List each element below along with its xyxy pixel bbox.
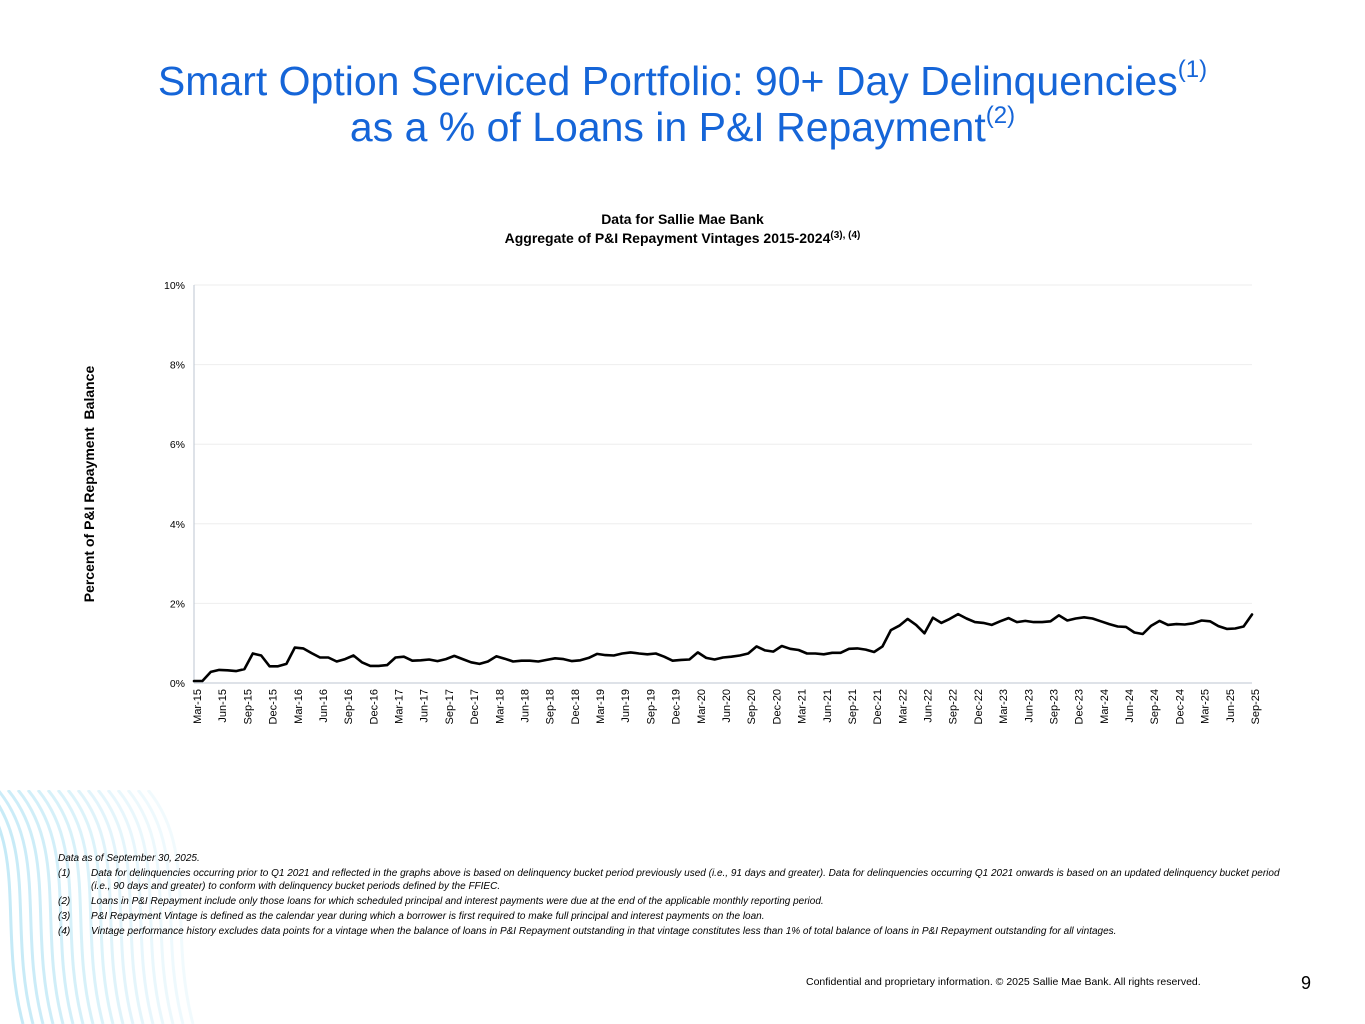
wave-stroke (136, 790, 185, 1024)
x-tick-label: Mar-23 (998, 689, 1010, 724)
footnote-mark: (3) (58, 911, 71, 922)
x-tick-label: Jun-15 (217, 689, 229, 723)
x-tick-label: Mar-17 (394, 689, 406, 724)
x-tick-label: Sep-16 (343, 689, 355, 724)
x-tick-label: Sep-17 (444, 689, 456, 724)
wave-stroke (46, 790, 95, 1024)
wave-pattern-decoration (0, 790, 195, 1024)
wave-stroke (36, 790, 85, 1024)
x-tick-label: Dec-21 (872, 689, 884, 724)
x-tick-label: Jun-16 (318, 689, 330, 723)
wave-stroke (146, 790, 195, 1024)
chart-title-line-1: Data for Sallie Mae Bank (601, 211, 764, 227)
x-tick-label: Jun-23 (1023, 689, 1035, 723)
confidential-notice: Confidential and proprietary information… (806, 976, 1201, 988)
x-tick-label: Sep-19 (645, 689, 657, 724)
x-tick-label: Dec-19 (671, 689, 683, 724)
x-tick-label: Mar-25 (1200, 689, 1212, 724)
footnote-text: P&I Repayment Vintage is defined as the … (91, 911, 765, 922)
wave-stroke (106, 790, 155, 1024)
x-tick-label: Jun-24 (1124, 689, 1136, 723)
wave-stroke (76, 790, 125, 1024)
x-tick-label: Dec-17 (469, 689, 481, 724)
title-footnote-1: (1) (1177, 56, 1208, 83)
chart-title: Data for Sallie Mae Bank Aggregate of P&… (0, 210, 1365, 248)
x-tick-label: Jun-20 (721, 689, 733, 723)
footnote-data-date: Data as of September 30, 2025. (58, 852, 1283, 865)
x-tick-label: Jun-21 (822, 689, 834, 723)
x-tick-label: Jun-22 (923, 689, 935, 723)
x-tick-label: Dec-18 (570, 689, 582, 724)
x-tick-label: Sep-15 (242, 689, 254, 724)
wave-stroke (26, 790, 75, 1024)
y-tick-label: 10% (164, 280, 185, 292)
delinquency-line-chart: 0% 2% 4% 6% 8% 10% Mar-15 Jun-15 Sep-15 Dec-15 Mar… (164, 280, 1262, 724)
x-tick-label: Jun-19 (620, 689, 632, 723)
x-tick-label: Sep-23 (1049, 689, 1061, 724)
x-tick-label: Jun-25 (1225, 689, 1237, 723)
footnote-4: (4) Vintage performance history excludes … (58, 925, 1283, 938)
x-tick-label: Dec-23 (1074, 689, 1086, 724)
x-tick-label: Dec-16 (368, 689, 380, 724)
wave-stroke (0, 825, 25, 1024)
page-title: Smart Option Serviced Portfolio: 90+ Day… (0, 56, 1365, 151)
x-tick-label: Dec-20 (771, 689, 783, 724)
x-tick-label: Mar-15 (192, 689, 204, 724)
x-tick-label: Sep-22 (948, 689, 960, 724)
x-tick-label: Sep-25 (1250, 689, 1262, 724)
footnote-mark: (2) (58, 896, 71, 907)
wave-stroke (0, 790, 45, 1024)
footnote-1: (1) Data for delinquencies occurring prio… (58, 867, 1283, 893)
footnote-text: Data for delinquencies occurring prior t… (91, 868, 1280, 892)
y-tick-label: 8% (170, 360, 185, 372)
y-tick-label: 6% (170, 439, 185, 451)
series-line (192, 612, 1254, 683)
title-line-2: as a % of Loans in P&I Repayment (349, 104, 986, 150)
footnote-text: Data as of September 30, 2025. (58, 853, 200, 864)
y-tick-label: 2% (170, 598, 185, 610)
footnote-3: (3) P&I Repayment Vintage is defined as t… (58, 910, 1283, 923)
footnote-text: Loans in P&I Repayment include only thos… (91, 896, 824, 907)
x-tick-label: Dec-22 (973, 689, 985, 724)
x-tick-label: Mar-16 (293, 689, 305, 724)
y-tick-label: 0% (170, 678, 185, 690)
title-footnote-2: (2) (985, 102, 1016, 129)
wave-stroke (86, 790, 135, 1024)
wave-stroke (116, 790, 165, 1024)
x-tick-label: Sep-20 (746, 689, 758, 724)
wave-stroke (0, 804, 35, 1024)
footnote-mark: (4) (58, 926, 71, 937)
wave-stroke (56, 790, 105, 1024)
wave-stroke (126, 790, 175, 1024)
x-tick-label: Mar-22 (897, 689, 909, 724)
x-tick-label: Jun-17 (419, 689, 431, 723)
footnote-mark: (1) (58, 868, 71, 879)
x-tick-label: Mar-21 (797, 689, 809, 724)
x-tick-label: Mar-19 (595, 689, 607, 724)
chart-title-footnote: (3), (4) (830, 230, 861, 241)
x-tick-label: Sep-21 (847, 689, 859, 724)
wave-stroke (16, 790, 65, 1024)
x-tick-label: Dec-15 (268, 689, 280, 724)
wave-stroke (6, 790, 55, 1024)
footnotes: Data as of September 30, 2025. (1) Data f… (58, 852, 1283, 940)
x-tick-label: Mar-24 (1099, 689, 1111, 724)
x-tick-label: Mar-18 (494, 689, 506, 724)
footnote-2: (2) Loans in P&I Repayment include only t… (58, 895, 1283, 908)
x-tick-label: Dec-24 (1174, 689, 1186, 724)
page-number: 9 (1301, 973, 1312, 993)
x-tick-label: Jun-18 (520, 689, 532, 723)
wave-stroke (96, 790, 145, 1024)
chart-title-line-2: Aggregate of P&I Repayment Vintages 2015… (504, 230, 831, 246)
footnote-text: Vintage performance history excludes dat… (91, 926, 1117, 937)
x-tick-label: Sep-24 (1149, 689, 1161, 724)
wave-stroke (66, 790, 115, 1024)
y-tick-label: 4% (170, 519, 185, 531)
x-tick-label: Mar-20 (696, 689, 708, 724)
title-line-1: Smart Option Serviced Portfolio: 90+ Day… (157, 58, 1178, 104)
x-tick-label: Sep-18 (545, 689, 557, 724)
